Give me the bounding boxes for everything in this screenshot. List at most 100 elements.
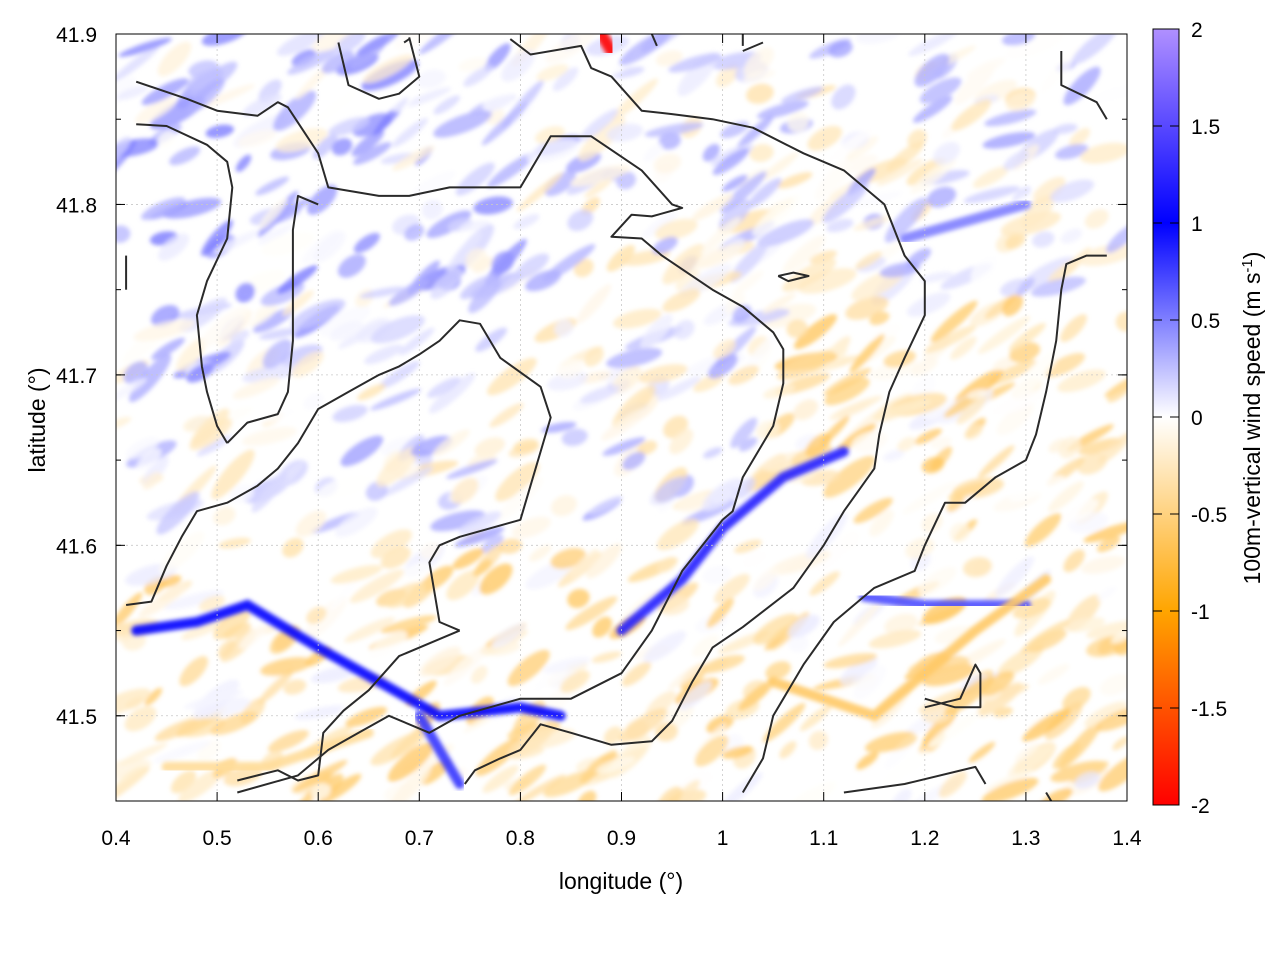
heatmap-cell (471, 665, 488, 684)
heatmap-cell (1063, 549, 1085, 573)
heatmap-cell (902, 481, 957, 515)
colorbar-label-superscript: -1 (1239, 259, 1256, 272)
heatmap-cell (340, 435, 384, 467)
heatmap-cell (642, 212, 678, 238)
heatmap-cell (157, 41, 192, 77)
heatmap-cell (831, 84, 856, 110)
heatmap-cell (1002, 294, 1024, 317)
contour-line (226, 194, 319, 444)
heatmap-cell (1039, 45, 1081, 94)
heatmap-cell (883, 350, 916, 368)
heatmap-cell (1065, 617, 1106, 633)
heatmap-cell (328, 117, 370, 136)
plot-area (115, 33, 1128, 802)
heatmap-cell (352, 113, 392, 137)
heatmap-cell (739, 330, 781, 376)
heatmap-cell (391, 561, 431, 593)
heatmap-cell (385, 582, 426, 608)
heatmap-cell (662, 243, 705, 285)
heatmap-cell (117, 85, 149, 100)
heatmap-cell (970, 254, 999, 284)
heatmap-cell (163, 590, 224, 610)
heatmap-cell (404, 224, 425, 241)
heatmap-cell (1063, 498, 1099, 524)
heatmap-cell (730, 417, 758, 449)
heatmap-cell (972, 166, 1010, 188)
heatmap-cell (658, 132, 681, 150)
heatmap-cell (536, 64, 569, 81)
heatmap-cell (752, 194, 801, 236)
heatmap-cell (267, 197, 311, 226)
heatmap-cell (331, 138, 353, 156)
heatmap-cell (345, 706, 388, 728)
heatmap-cell (116, 378, 147, 402)
heatmap-cell (981, 671, 1015, 696)
heatmap-cell (319, 773, 362, 801)
heatmap-band-southwest-lee (161, 727, 374, 772)
heatmap-cell (691, 193, 734, 221)
contour-line (403, 38, 410, 44)
heatmap-cell (495, 461, 540, 502)
heatmap-cell (329, 320, 364, 341)
heatmap-cell (337, 254, 366, 278)
heatmap-cell (242, 93, 282, 117)
heatmap-cell (638, 364, 688, 384)
heatmap-cell (501, 49, 535, 82)
heatmap-cell (780, 86, 824, 104)
heatmap-cell (213, 229, 262, 254)
y-axis-label: latitude (°) (24, 367, 50, 472)
colorbar-tick-label: 0 (1191, 407, 1203, 430)
contour-line (463, 38, 926, 785)
heatmap-cell (966, 389, 988, 400)
heatmap-cell (613, 308, 662, 329)
x-axis-label: longitude (°) (559, 868, 683, 894)
heatmap-cell (267, 730, 309, 753)
colorbar-label: 100m-vertical wind speed (m s-1) (1239, 252, 1265, 585)
heatmap-cell (1054, 144, 1089, 160)
contour-line (237, 629, 461, 782)
heatmap-cell (619, 34, 671, 66)
heatmap-cell (814, 156, 855, 201)
heatmap-cell (589, 495, 623, 515)
heatmap-cell (824, 377, 870, 406)
heatmap-cell (869, 311, 890, 326)
heatmap-cell (217, 639, 236, 658)
heatmap-cell (1083, 521, 1127, 543)
contour-line (924, 663, 982, 709)
heatmap-cell (254, 408, 298, 425)
heatmap-cell (567, 209, 594, 231)
heatmap-cell (370, 315, 426, 344)
heatmap-cell (116, 765, 147, 795)
heatmap-cell (922, 663, 975, 687)
heatmap-cell (710, 51, 762, 70)
heatmap-cell (151, 337, 185, 360)
heatmap-cell (807, 125, 843, 151)
heatmap-cell (410, 435, 453, 457)
heatmap-cell (138, 584, 187, 618)
heatmap-cell (362, 54, 413, 84)
heatmap-cell (678, 680, 712, 711)
heatmap-cell (822, 182, 869, 223)
x-tick-label: 1 (717, 827, 729, 850)
heatmap-cell (1115, 311, 1127, 332)
heatmap-cell (734, 539, 762, 554)
heatmap-cell (257, 223, 294, 245)
heatmap-cell (653, 153, 682, 174)
heatmap-cell (853, 215, 891, 231)
heatmap-cell (669, 428, 694, 455)
heatmap-cell (1037, 663, 1070, 685)
heatmap-cell (922, 64, 946, 83)
heatmap-cell (368, 630, 408, 660)
heatmap-cell (787, 112, 810, 133)
heatmap-cell (1080, 555, 1126, 574)
heatmap-cell (513, 438, 539, 453)
heatmap-cell (135, 96, 177, 124)
heatmap-cell (1050, 179, 1095, 203)
heatmap-cell (871, 399, 932, 419)
heatmap-cell (364, 344, 404, 365)
heatmap-cell (855, 251, 882, 270)
heatmap-cell (1052, 123, 1078, 135)
heatmap-cell (977, 316, 1031, 354)
heatmap-cell (612, 384, 656, 429)
heatmap-cell (675, 268, 700, 292)
